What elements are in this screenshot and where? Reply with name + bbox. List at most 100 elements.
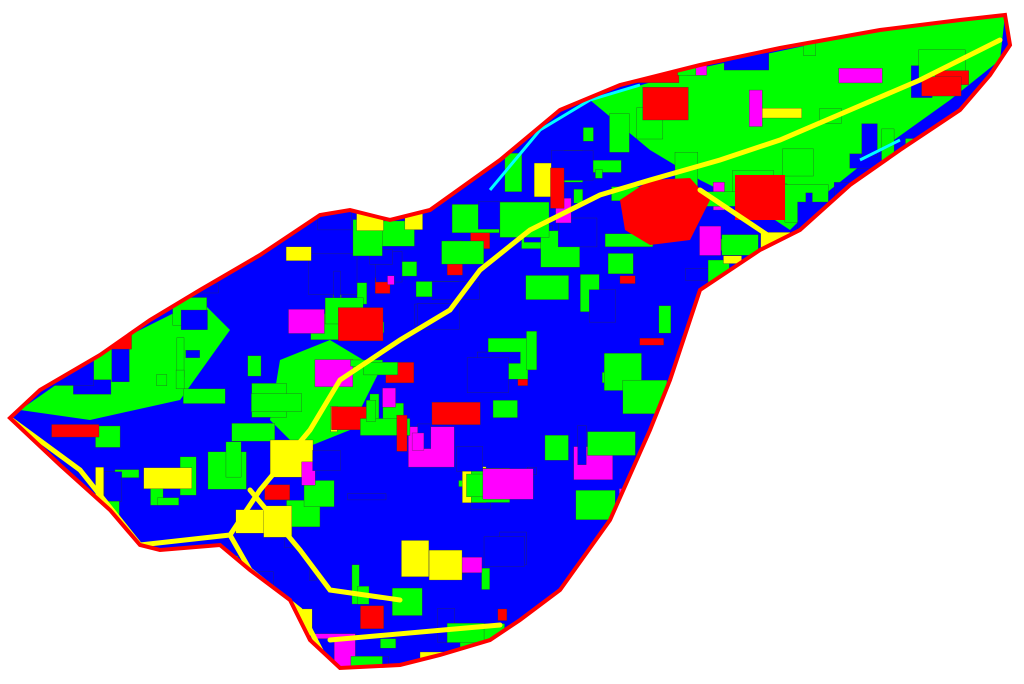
land-parcel: [885, 624, 909, 634]
land-parcel: [78, 216, 107, 237]
land-parcel: [538, 652, 584, 668]
land-parcel: [207, 243, 237, 263]
land-parcel: [481, 568, 490, 590]
land-parcel: [213, 80, 231, 101]
land-parcel: [288, 309, 325, 334]
land-parcel: [704, 556, 753, 595]
land-parcel: [787, 270, 818, 311]
land-parcel: [786, 597, 837, 636]
land-parcel: [241, 24, 267, 49]
land-parcel: [219, 578, 241, 614]
land-parcel: [396, 414, 408, 452]
land-parcel: [153, 114, 185, 130]
land-parcel: [304, 38, 320, 61]
road: [327, 622, 503, 643]
land-parcel: [544, 435, 569, 461]
land-parcel: [944, 429, 955, 454]
land-parcel: [83, 59, 99, 88]
land-parcel: [343, 141, 374, 169]
river-cyan: [488, 83, 901, 191]
land-parcel: [875, 353, 910, 393]
land-parcel: [704, 619, 743, 661]
land-parcel: [778, 367, 799, 387]
land-parcel: [396, 167, 430, 193]
land-parcel: [880, 614, 914, 654]
land-parcel: [737, 347, 750, 382]
land-parcel: [672, 494, 687, 527]
land-parcel: [672, 476, 716, 486]
land-parcel: [401, 66, 439, 74]
land-parcel: [185, 350, 200, 358]
land-parcel: [903, 569, 929, 588]
land-parcel: [41, 618, 92, 660]
land-parcel: [183, 388, 226, 404]
land-parcel: [208, 176, 229, 202]
land-parcel: [271, 183, 282, 218]
land-parcel: [917, 654, 926, 668]
land-parcel: [860, 433, 886, 458]
land-parcel: [239, 582, 260, 598]
land-parcel: [62, 253, 77, 262]
land-parcel: [366, 400, 376, 422]
land-parcel: [954, 164, 992, 184]
land-parcel: [451, 110, 467, 120]
land-parcel: [704, 419, 738, 434]
land-parcel: [816, 238, 856, 277]
land-parcel: [831, 236, 859, 247]
land-parcel: [573, 189, 583, 204]
land-parcel: [107, 625, 142, 667]
land-parcel: [483, 536, 525, 567]
land-parcel: [285, 246, 312, 261]
land-parcel: [301, 461, 316, 486]
land-parcel: [773, 550, 825, 570]
land-parcel: [104, 471, 122, 502]
land-parcel: [295, 154, 324, 188]
land-parcel: [922, 370, 970, 408]
land-parcel: [933, 205, 947, 244]
land-parcel: [387, 30, 410, 64]
land-parcel: [312, 450, 341, 471]
land-parcel: [749, 89, 763, 127]
land-parcel: [152, 85, 174, 126]
land-parcel: [112, 553, 162, 562]
land-parcel: [162, 236, 171, 253]
land-parcel: [450, 102, 468, 126]
land-parcel: [71, 640, 111, 668]
land-parcel: [81, 23, 99, 54]
land-parcel: [881, 478, 918, 501]
land-parcel: [61, 280, 77, 319]
land-parcel: [328, 47, 349, 84]
land-parcel: [68, 509, 102, 549]
land-parcel: [845, 440, 877, 476]
land-parcel: [760, 495, 795, 524]
land-parcel: [838, 68, 883, 84]
land-parcel: [891, 621, 938, 654]
land-parcel: [672, 519, 706, 555]
land-parcel: [484, 42, 511, 79]
land-parcel: [914, 171, 937, 208]
land-parcel: [755, 255, 771, 283]
land-parcel: [607, 253, 634, 275]
land-parcel: [297, 190, 314, 198]
land-parcel: [786, 246, 805, 265]
land-parcel: [936, 156, 972, 192]
land-parcel: [51, 424, 100, 438]
land-parcel: [840, 640, 857, 668]
land-parcel: [409, 27, 443, 53]
road: [10, 37, 1003, 548]
land-parcel: [696, 481, 713, 493]
land-parcel: [480, 40, 497, 49]
land-parcel: [763, 325, 806, 349]
land-parcel: [38, 34, 87, 44]
land-parcel: [587, 431, 636, 456]
land-parcel: [106, 620, 147, 645]
land-parcel: [623, 542, 645, 573]
land-parcel: [526, 331, 537, 371]
land-parcel: [334, 187, 374, 197]
land-parcel: [877, 497, 887, 525]
land-parcel: [833, 373, 842, 412]
land-parcel: [550, 31, 570, 56]
land-parcel: [55, 92, 82, 126]
land-parcel: [201, 599, 221, 623]
